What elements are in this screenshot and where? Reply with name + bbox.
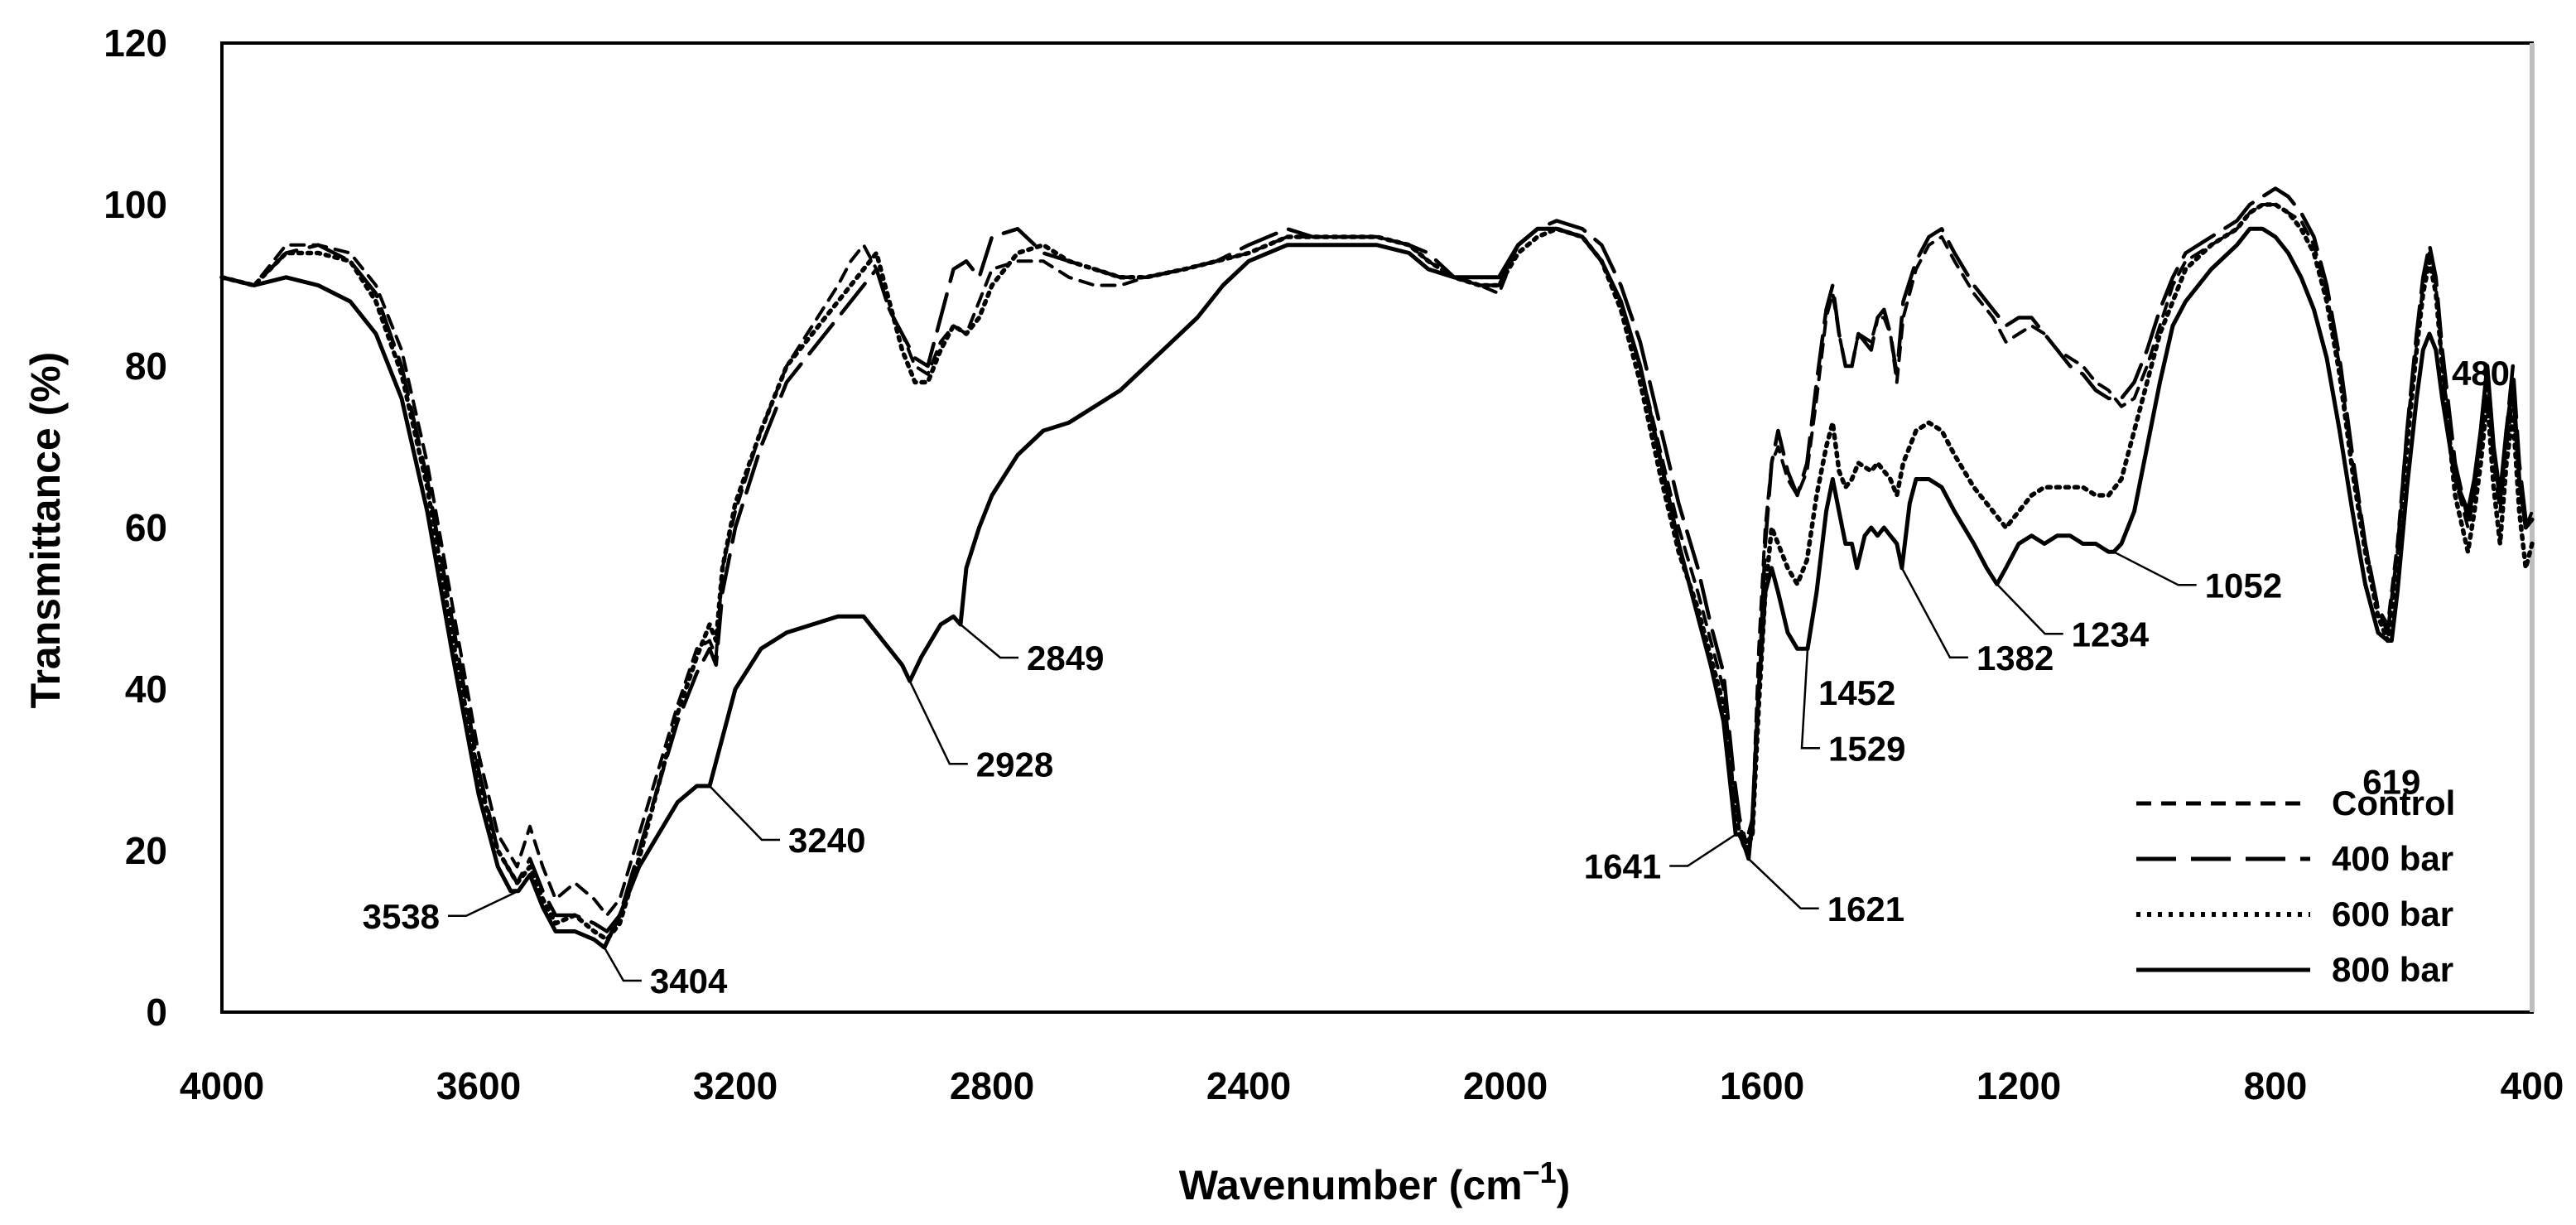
x-tick-label: 3200 xyxy=(693,1064,778,1107)
x-tick-labels: 4000 3600 3200 2800 2400 2000 1600 1200 800 400 xyxy=(180,1064,2564,1107)
legend-label-control: Control xyxy=(2332,784,2455,822)
annotation-leader xyxy=(1669,833,1736,867)
annotation-leader xyxy=(1900,567,1968,659)
x-axis-title-main: Wavenumber (cm xyxy=(1179,1162,1523,1208)
x-tick-label: 1200 xyxy=(1977,1064,2061,1107)
peak-label: 1621 xyxy=(1827,890,1904,928)
annotation-leader xyxy=(1747,857,1819,910)
peak-label: 1052 xyxy=(2205,566,2282,605)
peak-label: 1382 xyxy=(1977,639,2054,678)
peak-label: 2928 xyxy=(976,745,1053,784)
peak-label: 1452 xyxy=(1818,673,1895,712)
peak-label: 480 xyxy=(2452,354,2510,393)
series-line-400-bar xyxy=(219,186,2535,933)
peak-label: 1529 xyxy=(1828,729,1905,768)
series-layer xyxy=(219,186,2535,950)
legend-label-400-bar: 400 bar xyxy=(2332,839,2453,878)
x-tick-label: 2800 xyxy=(950,1064,1034,1107)
legend-label-800-bar: 800 bar xyxy=(2332,950,2453,989)
x-tick-label: 800 xyxy=(2244,1064,2308,1107)
annotation-leader xyxy=(1996,583,2063,635)
y-tick-label: 120 xyxy=(104,22,167,65)
y-tick-label: 20 xyxy=(125,829,167,872)
x-tick-label: 2000 xyxy=(1463,1064,1548,1107)
peak-label: 2849 xyxy=(1027,639,1104,678)
annotation-leader xyxy=(908,680,968,765)
annotation-leader xyxy=(2113,551,2197,586)
y-tick-label: 80 xyxy=(125,345,167,388)
series-line-control xyxy=(220,203,2534,917)
x-tick-label: 400 xyxy=(2501,1064,2564,1107)
peak-annotations: 3538 3404 3240 2928 2849 1641 1621 1529 1452 1382… xyxy=(363,354,2510,1001)
y-tick-label: 60 xyxy=(125,506,167,549)
peak-label: 3240 xyxy=(788,821,865,860)
x-axis-title: Wavenumber (cm−1) xyxy=(1179,1155,1571,1208)
annotation-leader xyxy=(448,890,519,918)
peak-label: 3538 xyxy=(363,897,440,936)
plot-frame xyxy=(220,41,2534,1014)
x-axis-title-superscript: −1 xyxy=(1523,1155,1557,1189)
annotation-leader xyxy=(709,785,780,842)
y-tick-labels: 0 20 40 60 80 100 120 xyxy=(104,22,167,1034)
series-line-800-bar xyxy=(219,226,2535,950)
y-tick-label: 100 xyxy=(104,183,167,226)
x-tick-label: 2400 xyxy=(1206,1064,1291,1107)
y-tick-label: 40 xyxy=(125,668,167,711)
x-tick-label: 1600 xyxy=(1720,1064,1804,1107)
peak-label: 3404 xyxy=(650,962,728,1001)
x-tick-label: 3600 xyxy=(436,1064,521,1107)
annotation-leader xyxy=(1800,649,1820,750)
annotation-leader xyxy=(603,947,642,982)
peak-label: 1234 xyxy=(2072,615,2150,653)
y-tick-label: 0 xyxy=(146,991,167,1034)
x-axis-title-end: ) xyxy=(1557,1162,1571,1208)
legend-label-600-bar: 600 bar xyxy=(2332,895,2453,933)
series-line-600-bar xyxy=(219,202,2535,943)
legend: Control 400 bar 600 bar 800 bar xyxy=(2136,784,2455,989)
annotation-leader xyxy=(960,624,1018,659)
x-tick-label: 4000 xyxy=(180,1064,264,1107)
y-axis-title: Transmittance (%) xyxy=(22,352,69,709)
peak-label: 619 xyxy=(2362,763,2420,802)
peak-label: 1641 xyxy=(1584,847,1661,886)
